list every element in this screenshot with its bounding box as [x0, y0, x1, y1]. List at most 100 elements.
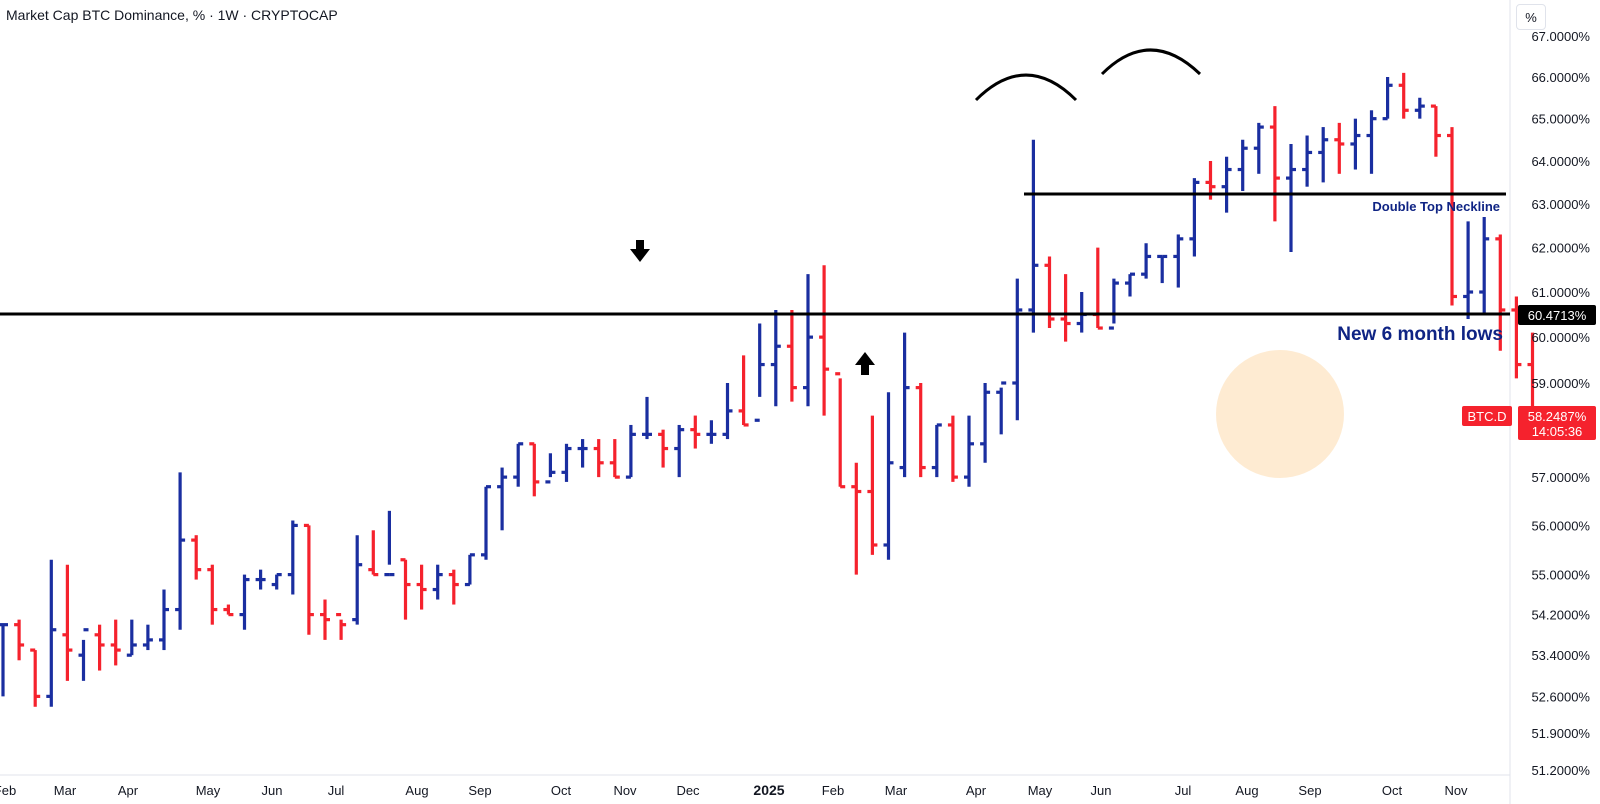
- time-tick-label: Sep: [1298, 783, 1321, 798]
- price-tick-label: 54.2000%: [1531, 608, 1590, 623]
- price-tick-label: 57.0000%: [1531, 470, 1590, 485]
- up-arrow-icon: [855, 352, 875, 375]
- price-tick-label: 59.0000%: [1531, 376, 1590, 391]
- ohlc-bar: [1382, 77, 1393, 121]
- ohlc-bar: [464, 553, 475, 587]
- time-tick-label: Sep: [468, 783, 491, 798]
- ohlc-bar: [1286, 143, 1296, 253]
- ohlc-bar: [706, 420, 717, 444]
- ohlc-bar: [1511, 296, 1522, 379]
- price-tick-label: 56.0000%: [1531, 518, 1590, 533]
- time-tick-label: 2025: [753, 782, 784, 798]
- ohlc-bar: [1237, 139, 1248, 191]
- ohlc-bar: [899, 332, 910, 478]
- ohlc-bar: [609, 439, 620, 479]
- ohlc-bar: [1044, 256, 1055, 329]
- last-price-tag: [1518, 406, 1596, 440]
- ohlc-bar: [1269, 106, 1280, 222]
- second-top-arc: [1100, 48, 1202, 76]
- time-tick-label: Jun: [262, 783, 283, 798]
- ohlc-bar: [239, 574, 250, 630]
- ohlc-bar: [722, 382, 733, 440]
- first-top-arc: [974, 73, 1078, 102]
- ohlc-bar: [819, 265, 830, 416]
- time-tick-label: Jul: [1175, 783, 1192, 798]
- ohlc-bar: [529, 442, 540, 497]
- ohlc-bar: [1302, 135, 1313, 187]
- last-price-value: 58.2487%: [1528, 409, 1587, 424]
- ohlc-bar: [448, 569, 459, 605]
- ohlc-bar: [1012, 278, 1023, 421]
- down-arrow-icon: [630, 240, 650, 262]
- ohlc-bar: [126, 619, 137, 657]
- ohlc-bar: [1414, 97, 1425, 119]
- time-tick-label: Nov: [613, 783, 637, 798]
- ohlc-bar: [1173, 234, 1184, 288]
- ohlc-bar: [1028, 139, 1039, 333]
- price-tick-label: 63.0000%: [1531, 197, 1590, 212]
- ohlc-bar: [416, 564, 427, 610]
- ohlc-bar: [931, 423, 942, 478]
- ohlc-bar: [175, 472, 186, 630]
- price-tick-label: 64.0000%: [1531, 154, 1590, 169]
- ohlc-bar: [14, 619, 25, 661]
- ohlc-bars: [0, 72, 1538, 707]
- ohlc-bar: [803, 274, 813, 407]
- ohlc-bar: [980, 382, 991, 463]
- ohlc-bar: [62, 564, 73, 681]
- ohlc-bar: [786, 309, 797, 402]
- ohlc-bar: [674, 424, 685, 478]
- ohlc-bar: [78, 628, 89, 681]
- ohlc-bar: [642, 396, 652, 440]
- neckline-label: Double Top Neckline: [1372, 199, 1500, 214]
- price-tick-label: 60.0000%: [1531, 330, 1590, 345]
- time-tick-label: Jul: [328, 783, 345, 798]
- percent-scale-button[interactable]: %: [1516, 4, 1546, 30]
- ohlc-bar: [352, 535, 363, 625]
- ohlc-bar: [94, 624, 105, 671]
- new-lows-label: New 6 month lows: [1337, 324, 1503, 345]
- ohlc-bar: [625, 424, 636, 479]
- ohlc-bar: [1447, 127, 1457, 306]
- price-tick-label: 67.0000%: [1531, 29, 1590, 44]
- price-tick-label: 52.6000%: [1531, 689, 1590, 704]
- ohlc-bar: [738, 355, 749, 427]
- ohlc-bar: [1108, 278, 1119, 330]
- ohlc-bar: [191, 535, 202, 580]
- ohlc-bar: [497, 467, 508, 531]
- ohlc-bar: [867, 415, 878, 555]
- ohlc-bar: [754, 323, 765, 422]
- ohlc-bar: [1479, 216, 1490, 315]
- time-tick-label: Oct: [551, 783, 572, 798]
- time-tick-label: Apr: [118, 783, 139, 798]
- ohlc-bar: [384, 510, 395, 577]
- ohlc-bar: [142, 624, 153, 651]
- time-tick-label: Feb: [0, 783, 16, 798]
- ohlc-bar: [851, 462, 862, 575]
- time-tick-label: Oct: [1382, 783, 1403, 798]
- ohlc-bar: [1221, 156, 1232, 213]
- chart-title: Market Cap BTC Dominance, % · 1W · CRYPT…: [6, 7, 338, 23]
- ohlc-bar: [593, 439, 604, 478]
- ohlc-bar: [1092, 247, 1103, 330]
- ohlc-bar: [1189, 178, 1200, 257]
- time-tick-label: Mar: [885, 783, 908, 798]
- ohlc-bar: [1463, 221, 1474, 319]
- price-tick-label: 51.2000%: [1531, 763, 1590, 778]
- ohlc-bar: [577, 439, 588, 468]
- ohlc-bar: [207, 564, 218, 625]
- price-axis[interactable]: 67.0000% 66.0000% 65.0000% 64.0000% 63.0000%…: [1531, 29, 1590, 778]
- time-axis[interactable]: Feb Mar Apr May Jun Jul Aug Sep Oct Nov Dec 2025 Feb…: [0, 782, 1468, 798]
- ohlc-bar: [481, 485, 491, 560]
- ohlc-bar: [46, 559, 57, 707]
- ohlc-bar: [287, 520, 298, 595]
- price-tick-label: 61.0000%: [1531, 285, 1590, 300]
- price-tick-label: 51.9000%: [1531, 726, 1590, 741]
- ohlc-bar: [159, 589, 169, 651]
- time-tick-label: Feb: [822, 783, 844, 798]
- new-low-highlight: [1216, 350, 1344, 478]
- ohlc-bar: [1141, 243, 1152, 279]
- ohlc-bar: [1076, 292, 1087, 333]
- bar-countdown: 14:05:36: [1532, 424, 1583, 439]
